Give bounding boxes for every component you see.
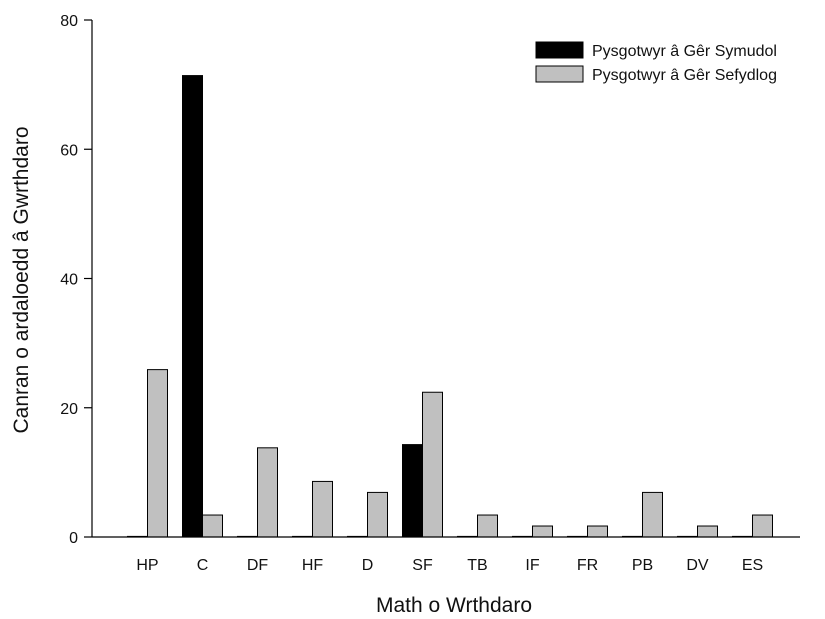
y-tick-label-0: 0 (69, 530, 78, 547)
y-axis-ticks: 0 20 40 60 80 (60, 13, 92, 547)
bars-layer (127, 75, 773, 538)
legend: Pysgotwyr â Gêr Symudol Pysgotwyr â Gêr S… (535, 41, 777, 84)
bar-if-series-2 (532, 525, 553, 538)
bar-c-series-1 (182, 75, 203, 538)
x-tick-label-fr: FR (577, 557, 598, 574)
y-tick-label-60: 60 (60, 142, 78, 159)
x-tick-label-df: DF (247, 557, 269, 574)
bar-tb-series-2 (477, 514, 498, 538)
bar-sf-series-2 (422, 391, 443, 538)
legend-label-2: Pysgotwyr â Gêr Sefydlog (592, 67, 777, 84)
x-tick-label-d: D (362, 557, 374, 574)
x-tick-label-sf: SF (412, 557, 433, 574)
bar-c-series-2 (202, 514, 223, 538)
x-tick-label-c: C (197, 557, 209, 574)
x-axis-title: Math o Wrthdaro (376, 594, 532, 617)
y-tick-label-80: 80 (60, 13, 78, 30)
bar-d-series-2 (367, 491, 388, 538)
legend-swatch-1 (535, 41, 584, 59)
y-tick-label-20: 20 (60, 401, 78, 418)
bar-hf-series-2 (312, 480, 333, 538)
x-tick-label-dv: DV (686, 557, 709, 574)
x-tick-label-tb: TB (467, 557, 487, 574)
x-axis-ticks: HP C DF HF D SF TB IF FR PB DV ES (136, 557, 763, 574)
bar-fr-series-2 (587, 525, 608, 538)
x-tick-label-pb: PB (632, 557, 653, 574)
bar-hp-series-2 (147, 369, 168, 538)
x-tick-label-es: ES (742, 557, 763, 574)
x-tick-label-if: IF (525, 557, 539, 574)
x-tick-label-hp: HP (136, 557, 158, 574)
legend-swatch-2 (535, 65, 584, 83)
legend-label-1: Pysgotwyr â Gêr Symudol (592, 43, 777, 60)
bar-es-series-2 (752, 514, 773, 538)
bar-sf-series-1 (402, 444, 423, 538)
y-tick-label-40: 40 (60, 272, 78, 289)
bar-df-series-2 (257, 447, 278, 538)
x-tick-label-hf: HF (302, 557, 324, 574)
bar-pb-series-2 (642, 491, 663, 538)
bar-dv-series-2 (697, 525, 718, 538)
y-axis-title: Canran o ardaloedd â Gwrthdaro (10, 126, 33, 433)
